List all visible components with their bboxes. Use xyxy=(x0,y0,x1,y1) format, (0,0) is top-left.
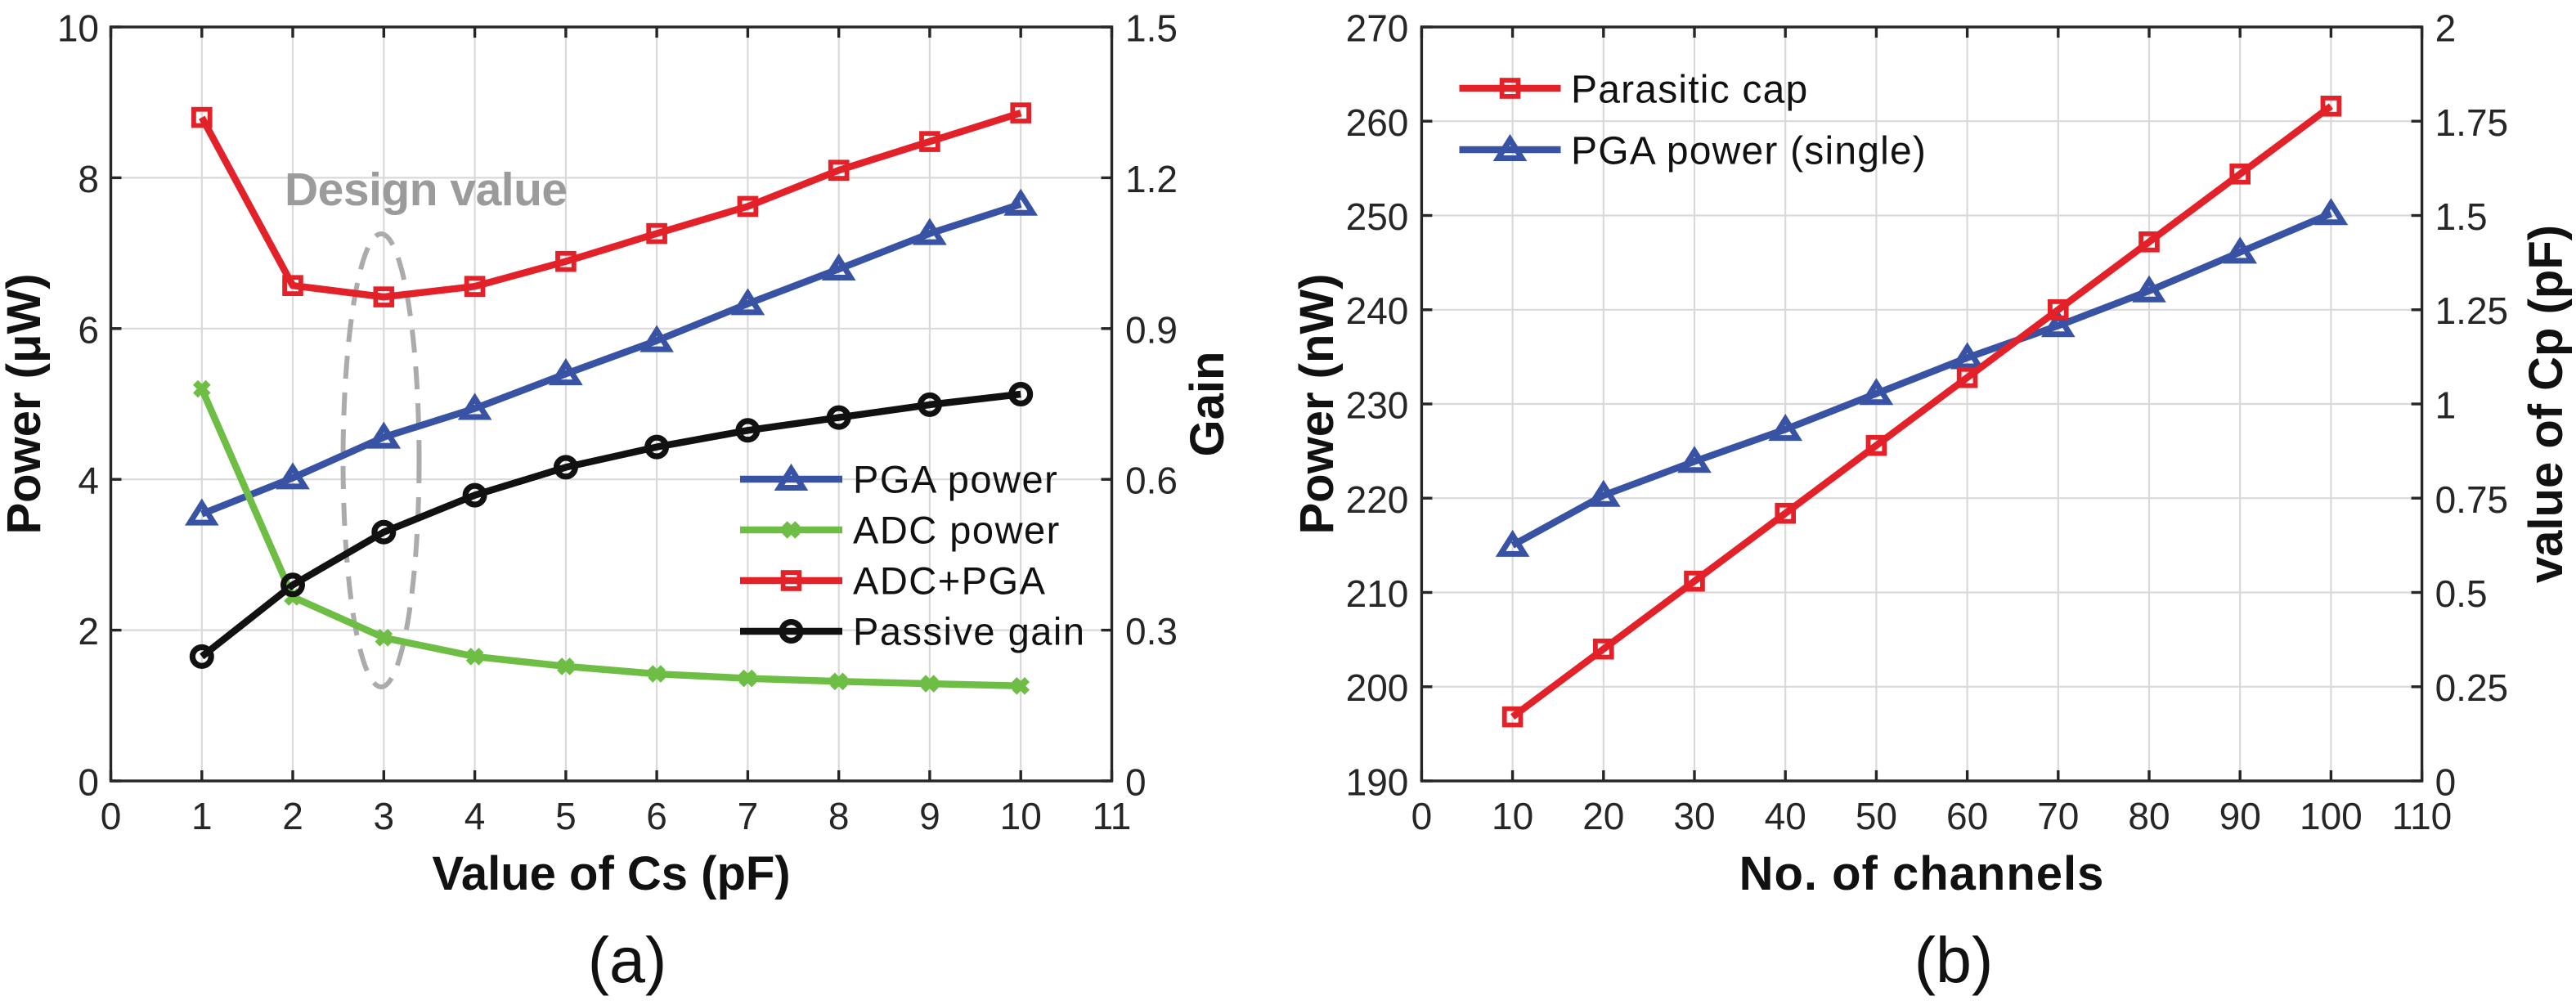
svg-text:100: 100 xyxy=(2300,795,2363,837)
svg-text:20: 20 xyxy=(1582,795,1624,837)
svg-text:250: 250 xyxy=(1346,195,1409,238)
svg-text:2: 2 xyxy=(78,610,99,653)
svg-text:Power (μW): Power (μW) xyxy=(0,273,51,534)
svg-text:3: 3 xyxy=(374,795,395,837)
svg-text:1.25: 1.25 xyxy=(2435,289,2509,332)
svg-text:No. of channels: No. of channels xyxy=(1739,847,2105,900)
svg-text:190: 190 xyxy=(1346,761,1409,804)
svg-text:0.75: 0.75 xyxy=(2435,478,2509,521)
svg-text:240: 240 xyxy=(1346,289,1409,332)
svg-text:9: 9 xyxy=(919,795,940,837)
svg-text:Gain: Gain xyxy=(1181,352,1234,457)
svg-text:Parasitic cap: Parasitic cap xyxy=(1571,69,1808,112)
svg-text:260: 260 xyxy=(1346,101,1409,144)
svg-text:5: 5 xyxy=(555,795,577,837)
svg-text:7: 7 xyxy=(738,795,759,837)
svg-text:0.5: 0.5 xyxy=(2435,572,2488,615)
svg-text:6: 6 xyxy=(78,308,99,351)
svg-text:6: 6 xyxy=(646,795,667,837)
svg-text:50: 50 xyxy=(1856,795,1897,837)
svg-text:0: 0 xyxy=(1125,761,1147,804)
svg-text:11: 11 xyxy=(1093,795,1132,837)
svg-text:0.3: 0.3 xyxy=(1125,610,1178,653)
svg-text:70: 70 xyxy=(2037,795,2079,837)
svg-text:4: 4 xyxy=(78,460,99,502)
svg-text:Power (nW): Power (nW) xyxy=(1290,274,1344,535)
svg-text:1.5: 1.5 xyxy=(1125,7,1178,50)
svg-text:0.6: 0.6 xyxy=(1125,460,1178,502)
svg-text:210: 210 xyxy=(1346,572,1409,615)
svg-text:Design value: Design value xyxy=(285,164,568,216)
svg-text:10: 10 xyxy=(1492,795,1533,837)
svg-text:60: 60 xyxy=(1946,795,1988,837)
svg-text:1: 1 xyxy=(2435,384,2457,427)
svg-text:8: 8 xyxy=(78,158,99,200)
svg-text:230: 230 xyxy=(1346,384,1409,427)
svg-text:2: 2 xyxy=(2435,7,2457,50)
svg-text:200: 200 xyxy=(1346,666,1409,709)
svg-text:2: 2 xyxy=(282,795,303,837)
svg-text:0: 0 xyxy=(78,761,99,804)
svg-text:ADC power: ADC power xyxy=(853,509,1061,552)
svg-text:80: 80 xyxy=(2128,795,2170,837)
svg-text:0.25: 0.25 xyxy=(2435,666,2509,709)
svg-text:0: 0 xyxy=(2435,761,2457,804)
svg-text:270: 270 xyxy=(1346,7,1409,50)
svg-text:(a): (a) xyxy=(588,923,667,996)
svg-text:ADC+PGA: ADC+PGA xyxy=(853,559,1046,603)
svg-text:8: 8 xyxy=(828,795,850,837)
svg-text:1: 1 xyxy=(191,795,213,837)
svg-text:30: 30 xyxy=(1673,795,1715,837)
svg-text:1.2: 1.2 xyxy=(1125,158,1178,200)
svg-text:1.75: 1.75 xyxy=(2435,101,2509,144)
svg-text:90: 90 xyxy=(2219,795,2261,837)
svg-text:110: 110 xyxy=(2392,795,2452,837)
svg-text:Value of Cs (pF): Value of Cs (pF) xyxy=(432,847,790,900)
svg-text:1.5: 1.5 xyxy=(2435,195,2488,238)
svg-text:0.9: 0.9 xyxy=(1125,308,1178,351)
svg-text:220: 220 xyxy=(1346,478,1409,521)
svg-text:PGA power: PGA power xyxy=(853,458,1058,501)
svg-text:(b): (b) xyxy=(1914,923,1994,996)
svg-text:Passive gain: Passive gain xyxy=(853,610,1086,653)
svg-text:0: 0 xyxy=(1411,795,1433,837)
svg-text:10: 10 xyxy=(57,7,99,50)
svg-text:PGA power (single): PGA power (single) xyxy=(1571,130,1927,173)
svg-text:0: 0 xyxy=(101,795,122,837)
svg-text:40: 40 xyxy=(1765,795,1806,837)
svg-text:10: 10 xyxy=(1000,795,1042,837)
svg-text:4: 4 xyxy=(464,795,486,837)
svg-text:value of Cp (pF): value of Cp (pF) xyxy=(2520,225,2573,583)
